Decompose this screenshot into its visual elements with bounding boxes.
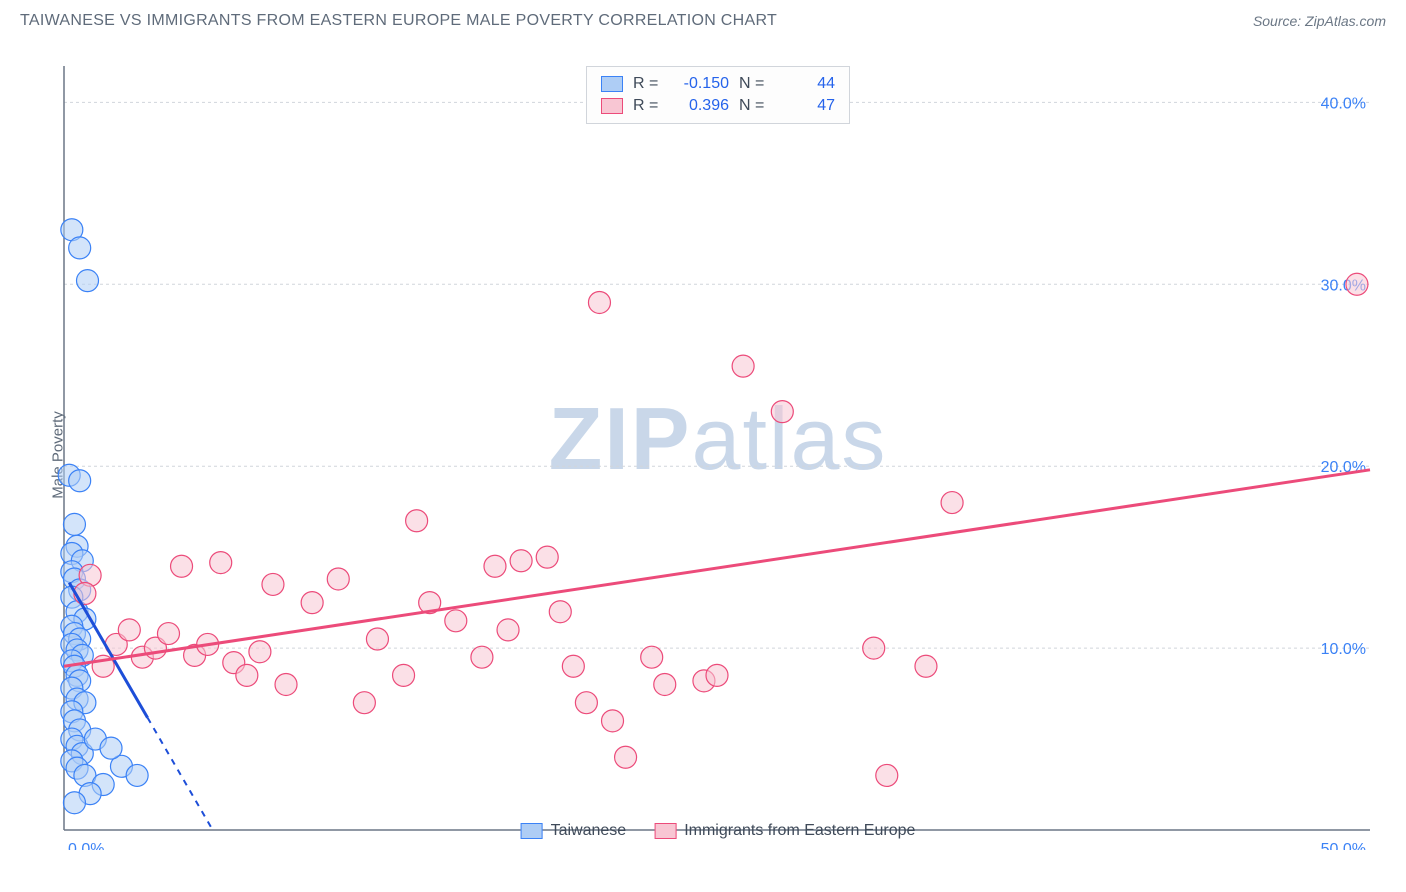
data-point: [497, 619, 519, 641]
data-point: [406, 510, 428, 532]
trend-line-dashed: [148, 718, 213, 830]
data-point: [602, 710, 624, 732]
data-point: [484, 555, 506, 577]
legend-n-value: 44: [775, 73, 835, 95]
legend-series-item: Immigrants from Eastern Europe: [654, 822, 915, 840]
data-point: [366, 628, 388, 650]
legend-n-label: N =: [739, 73, 765, 95]
data-point: [641, 646, 663, 668]
data-point: [353, 692, 375, 714]
x-tick-label: 50.0%: [1321, 841, 1366, 850]
plot-area: Male Poverty ZIPatlas 10.0%20.0%30.0%40.…: [50, 60, 1386, 850]
legend-n-label: N =: [739, 95, 765, 117]
data-point: [510, 550, 532, 572]
data-point: [210, 552, 232, 574]
data-point: [588, 291, 610, 313]
legend-series-label: Taiwanese: [551, 822, 627, 840]
legend-stat-row: R = -0.150 N = 44: [601, 73, 835, 95]
data-point: [126, 764, 148, 786]
data-point: [654, 673, 676, 695]
legend-correlation: R = -0.150 N = 44 R = 0.396 N = 47: [586, 66, 850, 124]
data-point: [615, 746, 637, 768]
data-point: [275, 673, 297, 695]
data-point: [69, 237, 91, 259]
legend-swatch: [521, 823, 543, 839]
legend-series: Taiwanese Immigrants from Eastern Europe: [521, 822, 916, 840]
data-point: [77, 270, 99, 292]
data-point: [301, 592, 323, 614]
data-point: [445, 610, 467, 632]
data-point: [63, 792, 85, 814]
header-row: TAIWANESE VS IMMIGRANTS FROM EASTERN EUR…: [0, 0, 1406, 38]
data-point: [100, 737, 122, 759]
data-point: [393, 664, 415, 686]
data-point: [562, 655, 584, 677]
data-point: [157, 623, 179, 645]
data-point: [118, 619, 140, 641]
data-point: [863, 637, 885, 659]
legend-series-item: Taiwanese: [521, 822, 627, 840]
data-point: [549, 601, 571, 623]
legend-r-value: -0.150: [669, 73, 729, 95]
legend-series-label: Immigrants from Eastern Europe: [684, 822, 915, 840]
legend-r-label: R =: [633, 73, 659, 95]
data-point: [876, 764, 898, 786]
legend-stat-row: R = 0.396 N = 47: [601, 95, 835, 117]
data-point: [732, 355, 754, 377]
data-point: [471, 646, 493, 668]
data-point: [771, 401, 793, 423]
legend-n-value: 47: [775, 95, 835, 117]
legend-swatch: [601, 98, 623, 114]
data-point: [262, 573, 284, 595]
trend-line: [64, 470, 1370, 666]
data-point: [236, 664, 258, 686]
y-tick-label: 40.0%: [1321, 95, 1366, 112]
data-point: [536, 546, 558, 568]
legend-swatch: [654, 823, 676, 839]
data-point: [575, 692, 597, 714]
data-point: [915, 655, 937, 677]
data-point: [1346, 273, 1368, 295]
data-point: [249, 641, 271, 663]
data-point: [171, 555, 193, 577]
data-point: [63, 513, 85, 535]
chart-svg: 10.0%20.0%30.0%40.0%0.0%50.0%: [50, 60, 1386, 850]
y-tick-label: 10.0%: [1321, 641, 1366, 658]
source-attribution: Source: ZipAtlas.com: [1253, 13, 1386, 29]
legend-r-label: R =: [633, 95, 659, 117]
legend-swatch: [601, 76, 623, 92]
legend-r-value: 0.396: [669, 95, 729, 117]
data-point: [69, 470, 91, 492]
data-point: [706, 664, 728, 686]
chart-title: TAIWANESE VS IMMIGRANTS FROM EASTERN EUR…: [20, 12, 777, 30]
x-tick-label: 0.0%: [68, 841, 104, 850]
data-point: [327, 568, 349, 590]
data-point: [941, 492, 963, 514]
